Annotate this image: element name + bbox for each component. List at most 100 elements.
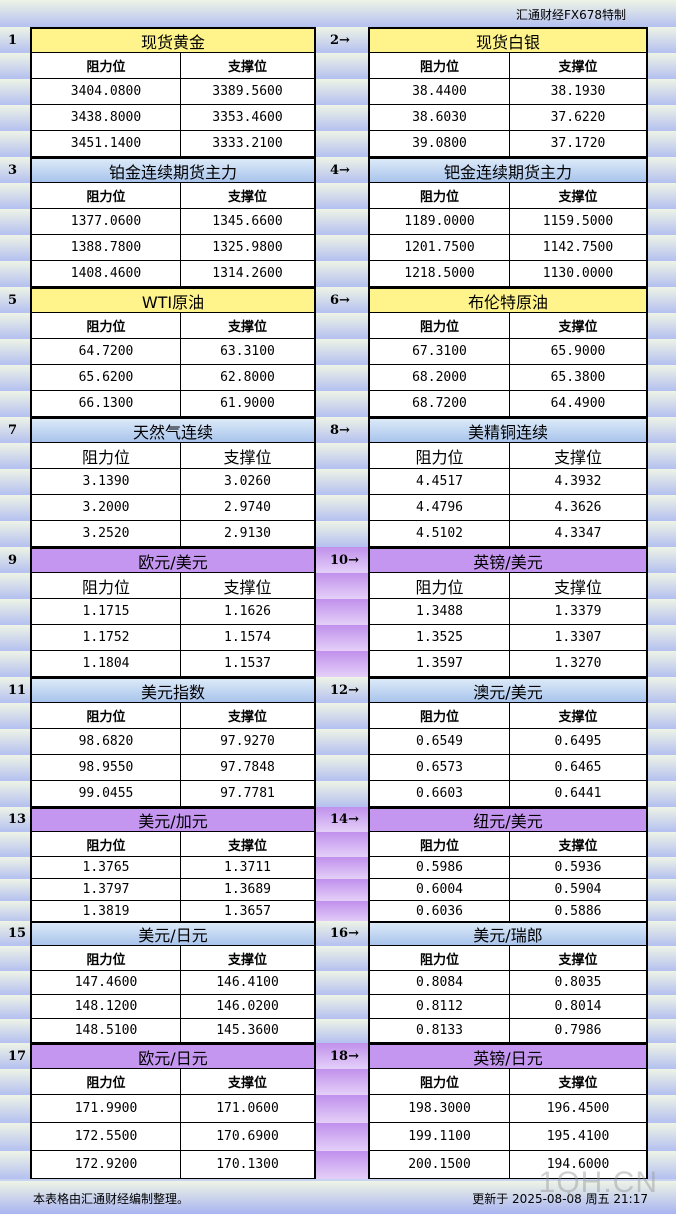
row-band: 3.2520 2.9130 4.5102 4.3347 (0, 521, 676, 547)
table-row: 68.2000 65.3800 (368, 365, 648, 391)
support-value: 1.1574 (180, 625, 314, 650)
gutter (316, 183, 368, 209)
resistance-header: 阻力位 (415, 447, 464, 467)
resistance-value: 0.6603 (416, 786, 463, 801)
row-band: 148.1200 146.0200 0.8112 0.8014 (0, 995, 676, 1019)
section-title: 欧元/日元 (138, 1048, 208, 1068)
support-value: 63.3100 (180, 339, 314, 364)
row-band: 147.4600 146.4100 0.8084 0.8035 (0, 971, 676, 995)
row-band: 65.6200 62.8000 68.2000 65.3800 (0, 365, 676, 391)
table-row: 98.9550 97.7848 (30, 755, 316, 781)
gutter (316, 573, 368, 599)
gutter (316, 879, 368, 901)
table-row: 3.2000 2.9740 (30, 495, 316, 521)
table-row: 3438.8000 3353.4600 (30, 105, 316, 131)
gutter (316, 901, 368, 923)
gutter (316, 79, 368, 105)
table-row: 199.1100 195.4100 (368, 1123, 648, 1151)
resistance-value: 1.3525 (416, 630, 463, 645)
section-title-row: 钯金连续期货主力 (368, 157, 648, 183)
resistance-value: 0.6036 (416, 904, 463, 919)
support-header: 支撑位 (180, 53, 314, 78)
support-value: 2.9740 (180, 495, 314, 520)
section-title-row: 美精铜连续 (368, 417, 648, 443)
resistance-value: 38.4400 (412, 84, 467, 99)
gutter (316, 1043, 368, 1069)
gutter (316, 807, 368, 832)
table-row: 0.8133 0.7986 (368, 1019, 648, 1043)
resistance-value: 0.6549 (416, 734, 463, 749)
support-value: 4.3932 (509, 469, 646, 494)
header-row: 阻力位 支撑位 (30, 946, 316, 971)
resistance-value: 98.9550 (78, 760, 134, 775)
support-header: 支撑位 (509, 53, 646, 78)
header-row: 阻力位 支撑位 (30, 183, 316, 209)
table-row: 1.1752 1.1574 (30, 625, 316, 651)
support-header: 支撑位 (509, 703, 646, 728)
resistance-header: 阻力位 (86, 190, 126, 205)
table-row: 3.2520 2.9130 (30, 521, 316, 547)
section-title-row: 英镑/美元 (368, 547, 648, 573)
resistance-value: 1.3797 (82, 882, 130, 897)
gutter (316, 495, 368, 521)
table-row: 1377.0600 1345.6600 (30, 209, 316, 235)
support-value: 38.1930 (509, 79, 646, 104)
row-band: 1.1752 1.1574 1.3525 1.3307 (0, 625, 676, 651)
gutter (316, 703, 368, 729)
section-number: 8→ (330, 422, 350, 438)
table-row: 4.4517 4.3932 (368, 469, 648, 495)
header-row: 阻力位 支撑位 (368, 1069, 648, 1095)
resistance-value: 1.3819 (82, 904, 130, 919)
row-band: 66.1300 61.9000 68.7200 64.4900 (0, 391, 676, 417)
table-row: 200.1500 194.6000 (368, 1151, 648, 1179)
support-value: 1.3379 (509, 599, 646, 624)
support-header: 支撑位 (180, 703, 314, 728)
row-band: 1 2→ 现货黄金 现货白银 (0, 27, 676, 53)
support-value: 64.4900 (509, 391, 646, 416)
gutter (316, 625, 368, 651)
section-title-row: 美元指数 (30, 677, 316, 703)
header-row: 阻力位 支撑位 (368, 946, 648, 971)
support-header: 支撑位 (509, 313, 646, 338)
table-row: 1.3525 1.3307 (368, 625, 648, 651)
support-value: 0.6495 (509, 729, 646, 754)
gutter (316, 313, 368, 339)
section-title-row: 欧元/美元 (30, 547, 316, 573)
support-value: 3389.5600 (180, 79, 314, 104)
row-band: 148.5100 145.3600 0.8133 0.7986 (0, 1019, 676, 1043)
gutter (316, 755, 368, 781)
footer-note: 本表格由汇通财经编制整理。 (33, 1192, 190, 1206)
resistance-header: 阻力位 (86, 1076, 126, 1091)
support-value: 62.8000 (180, 365, 314, 390)
section-title: 美精铜连续 (467, 422, 548, 442)
support-header: 支撑位 (180, 573, 314, 598)
resistance-value: 3438.8000 (70, 110, 142, 125)
resistance-value: 3451.1400 (70, 136, 142, 151)
header-row: 阻力位 支撑位 (30, 573, 316, 599)
row-band: 172.9200 170.1300 200.1500 194.6000 (0, 1151, 676, 1179)
resistance-header: 阻力位 (419, 838, 459, 854)
gutter (316, 729, 368, 755)
gutter (316, 131, 368, 157)
gutter (316, 1123, 368, 1151)
section-number: 10→ (330, 552, 359, 568)
support-header: 支撑位 (180, 443, 314, 468)
row-band: 98.9550 97.7848 0.6573 0.6465 (0, 755, 676, 781)
section-number: 13 (8, 812, 27, 827)
header-row: 阻力位 支撑位 (368, 573, 648, 599)
support-value: 146.4100 (180, 971, 314, 994)
support-value: 0.8014 (509, 995, 646, 1018)
table-row: 0.6549 0.6495 (368, 729, 648, 755)
resistance-value: 172.9200 (74, 1157, 138, 1172)
gutter (316, 651, 368, 677)
table-row: 67.3100 65.9000 (368, 339, 648, 365)
support-header: 支撑位 (509, 832, 646, 856)
row-band: 阻力位 支撑位 阻力位 支撑位 (0, 183, 676, 209)
table-row: 1388.7800 1325.9800 (30, 235, 316, 261)
section-title: 现货白银 (475, 32, 540, 52)
brand-label: 汇通财经FX678特制 (515, 8, 626, 22)
row-band: 1.3819 1.3657 0.6036 0.5886 (0, 901, 676, 923)
resistance-value: 1.1752 (82, 630, 130, 645)
support-value: 1345.6600 (180, 209, 314, 234)
support-value: 0.5936 (509, 857, 646, 878)
